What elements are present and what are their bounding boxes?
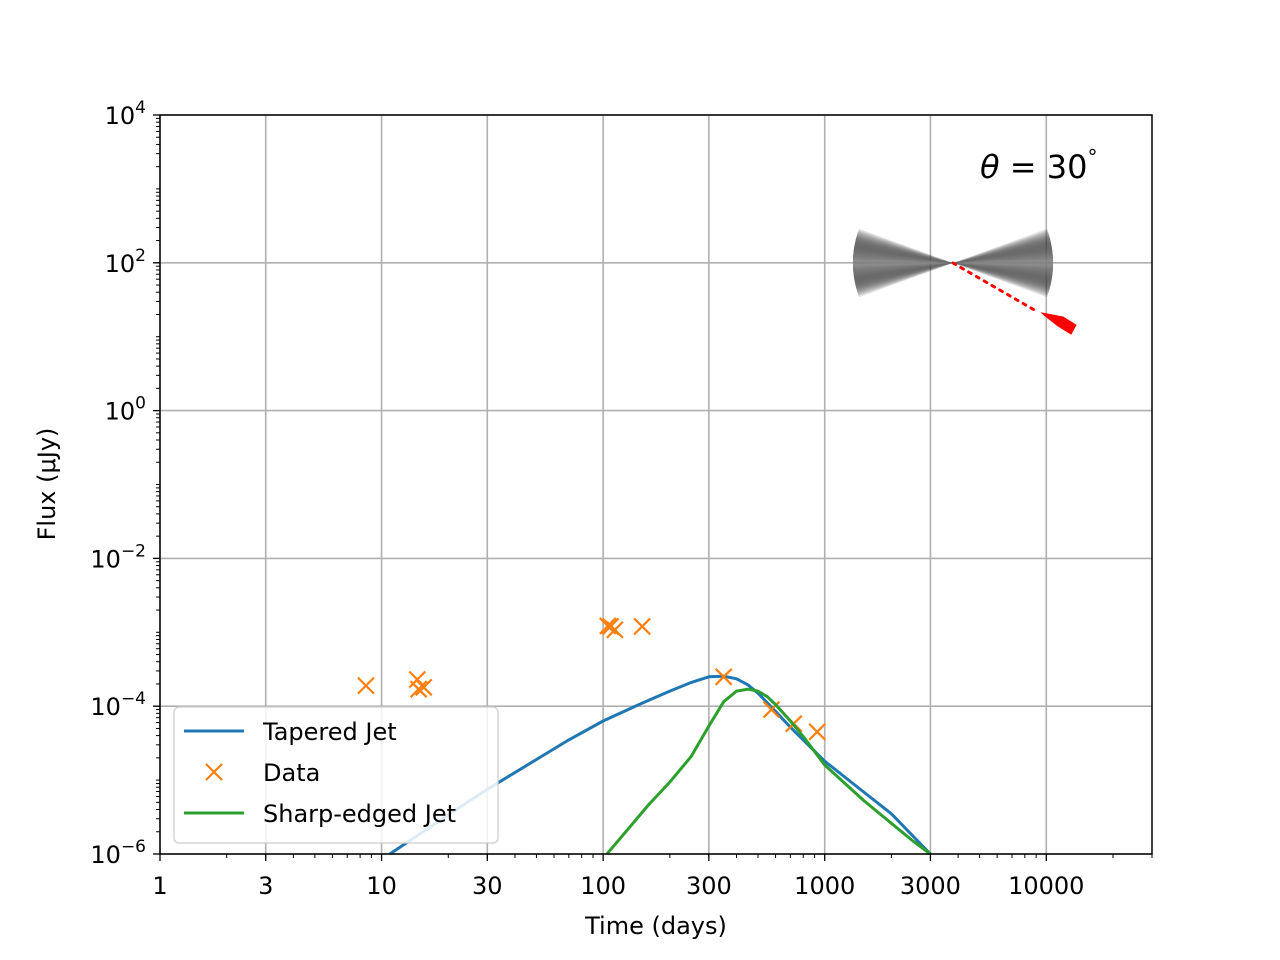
jet-cone-wedge <box>853 259 953 267</box>
theta-degree: ° <box>1087 145 1097 169</box>
data-point <box>357 676 375 695</box>
x-tick-label: 100 <box>580 872 626 900</box>
jet-cone-wedge <box>953 254 1053 272</box>
x-tick-label: 10000 <box>1008 872 1084 900</box>
jet-cone-wedge <box>953 241 1053 285</box>
data-point <box>606 621 624 639</box>
jet-cone-wedge <box>953 257 1053 269</box>
jet-cone-wedge <box>853 235 953 291</box>
legend-label-sharp: Sharp-edged Jet <box>263 800 456 828</box>
jet-cone-wedge <box>853 230 953 296</box>
jet-cone-wedge <box>852 244 953 282</box>
theta-value: = 30 <box>1000 148 1088 186</box>
y-tick-base: 10 <box>105 398 136 426</box>
data-point <box>714 668 733 686</box>
line-of-sight <box>951 261 1040 314</box>
y-tick-exponent: 2 <box>135 246 146 266</box>
y-tick-exponent: −6 <box>121 837 146 857</box>
x-tick-label: 10 <box>366 872 397 900</box>
jet-cone-wedge <box>853 247 953 279</box>
jet-cone-wedge <box>852 236 953 290</box>
y-tick-exponent: −2 <box>121 541 146 561</box>
y-tick-exponent: −4 <box>121 689 146 709</box>
y-tick-base: 10 <box>105 102 136 130</box>
data-point <box>808 723 826 741</box>
y-axis-label: Flux (μJy) <box>33 428 61 541</box>
y-tick-base: 10 <box>105 250 136 278</box>
y-tick-base: 10 <box>90 841 121 869</box>
x-tick-label: 300 <box>686 872 732 900</box>
jet-cone-wedge <box>853 252 953 274</box>
jet-cone-wedge <box>852 239 953 287</box>
jet-cone-wedge <box>853 243 953 283</box>
y-tick-label: 10−6 <box>90 837 146 869</box>
jet-cone-wedge <box>953 259 1053 267</box>
y-tick-base: 10 <box>90 545 121 573</box>
y-tick-exponent: 4 <box>135 98 146 118</box>
x-tick-label: 3 <box>258 872 273 900</box>
jet-cone-wedge <box>852 238 953 288</box>
jet-cone-wedge <box>953 239 1053 287</box>
jet-cone-wedge <box>953 228 1053 298</box>
jet-cone-wedge <box>853 249 953 277</box>
legend-label-tapered: Tapered Jet <box>262 718 397 746</box>
jet-cone-wedge <box>852 246 953 280</box>
x-axis-label: Time (days) <box>584 912 727 940</box>
jet-cone-wedge <box>852 257 953 269</box>
data-point <box>409 680 428 698</box>
jet-cone-wedge <box>953 251 1053 275</box>
x-tick-label: 3000 <box>900 872 961 900</box>
y-tick-base: 10 <box>90 693 121 721</box>
theta-annotation: θ = 30° <box>980 145 1097 186</box>
data-point <box>414 678 433 697</box>
jet-inset <box>852 228 1077 335</box>
observer-arrow-icon <box>1040 312 1077 335</box>
series-line-2 <box>605 687 932 854</box>
x-tick-label: 1 <box>152 872 167 900</box>
axis-ticks: 1 3 10 30 100 300 1000 3000 1000010−610−410−2100… <box>90 98 1153 900</box>
jet-cone-wedge <box>953 243 1053 283</box>
jet-cone-wedge <box>953 256 1053 270</box>
y-tick-exponent: 0 <box>135 394 146 414</box>
jet-cone-wedge <box>953 236 1053 290</box>
jet-cone-wedge <box>853 231 953 295</box>
jet-cone-wedge <box>953 246 1053 280</box>
jet-cone-wedge <box>853 251 953 275</box>
legend-box <box>173 706 499 844</box>
theta-symbol: θ <box>980 148 1000 186</box>
jet-cone-wedge <box>853 254 953 272</box>
jet-cone-wedge <box>953 235 1054 291</box>
jet-cone-wedge <box>853 256 953 270</box>
jet-cone-wedge <box>953 233 1053 293</box>
legend: Tapered Jet Data Sharp-edged Jet <box>173 706 499 844</box>
plot-series <box>357 617 932 854</box>
jet-cone-wedge <box>853 228 953 298</box>
jet-cone-wedge <box>953 247 1054 279</box>
data-point <box>633 617 651 636</box>
jet-cone-wedge <box>953 252 1053 274</box>
y-tick-label: 10−4 <box>90 689 146 721</box>
jet-cone-wedge <box>953 238 1053 288</box>
jet-cone-wedge <box>953 231 1053 295</box>
jet-cone-wedge <box>853 241 953 285</box>
y-tick-label: 104 <box>105 98 146 130</box>
jet-cone-wedge <box>953 249 1053 277</box>
jet-cone-wedge <box>853 233 953 293</box>
legend-label-data: Data <box>263 759 320 787</box>
jet-cone-wedge <box>953 230 1053 296</box>
y-tick-label: 10−2 <box>90 541 146 573</box>
x-tick-label: 1000 <box>794 872 855 900</box>
legend-swatch-data <box>205 763 223 781</box>
x-tick-label: 30 <box>472 872 503 900</box>
y-tick-label: 102 <box>105 246 146 278</box>
y-tick-label: 100 <box>105 394 146 426</box>
jet-cone-wedge <box>953 244 1054 282</box>
